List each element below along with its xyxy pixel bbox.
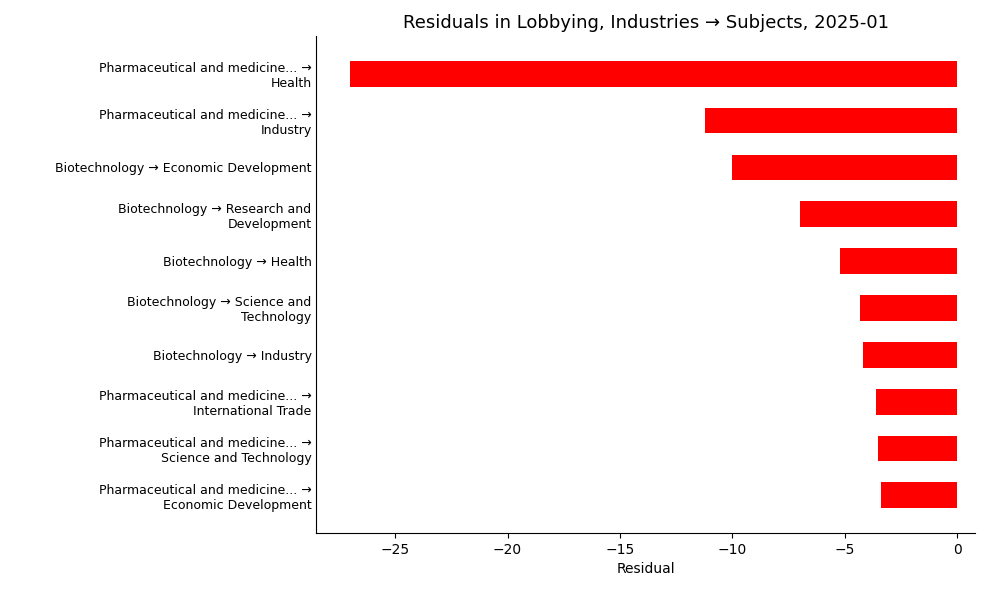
Bar — [841, 248, 957, 274]
Bar — [350, 61, 957, 87]
Bar — [862, 342, 957, 368]
Bar — [860, 295, 957, 321]
Bar — [876, 389, 957, 415]
Bar — [705, 107, 957, 133]
X-axis label: Residual: Residual — [616, 562, 675, 576]
Bar — [732, 155, 957, 181]
Bar — [800, 201, 957, 227]
Title: Residuals in Lobbying, Industries → Subjects, 2025-01: Residuals in Lobbying, Industries → Subj… — [403, 14, 889, 32]
Bar — [880, 483, 957, 508]
Bar — [878, 435, 957, 461]
